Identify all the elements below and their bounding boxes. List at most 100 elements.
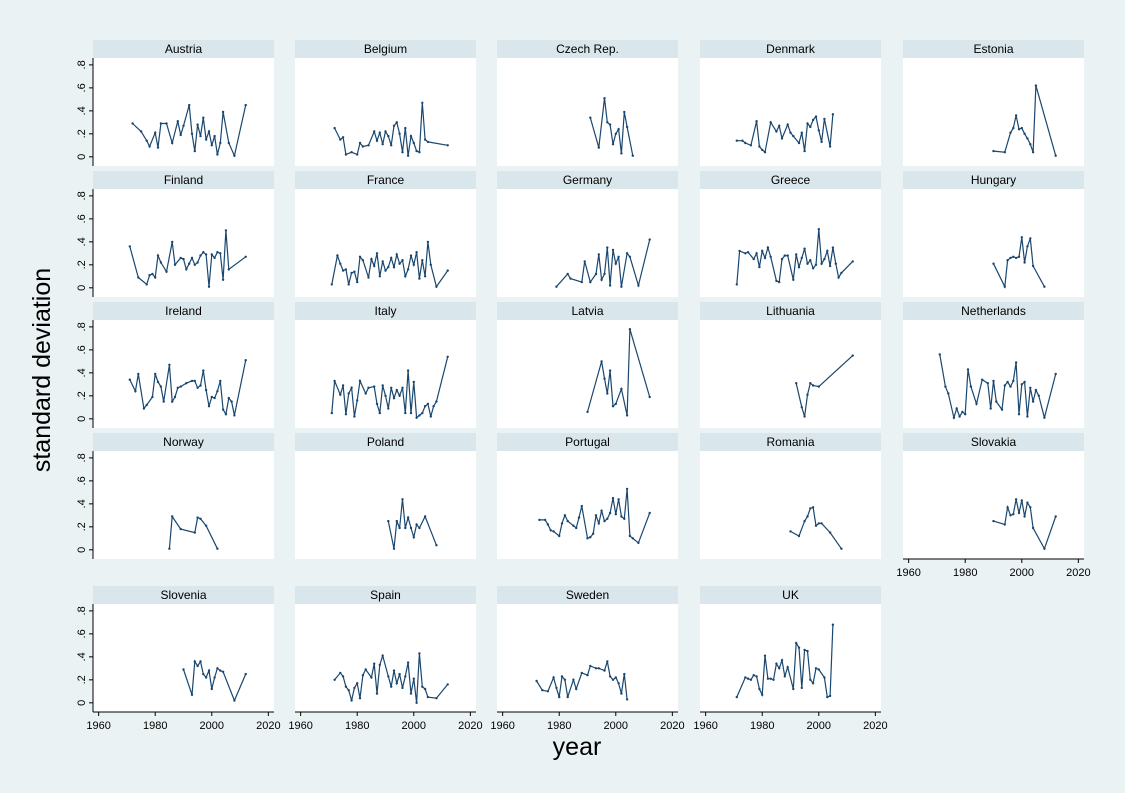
data-point [390,144,393,147]
panel-latvia: Latvia [497,302,678,428]
data-point [772,678,775,681]
plot-area [93,451,274,559]
data-point [608,123,612,126]
data-point [766,246,770,249]
data-point [330,283,333,286]
data-point [387,675,390,678]
data-point [752,674,755,677]
data-point [778,667,781,670]
data-point [224,413,228,416]
data-point [210,687,213,691]
data-point [404,275,407,278]
plot-area [93,320,274,428]
data-point [780,137,784,140]
data-point [432,405,435,408]
x-tick-label: 1960 [288,720,312,732]
data-point [423,138,427,141]
data-point [758,145,761,148]
data-point [614,513,617,516]
data-point [188,103,191,107]
panel-germany: Germany [497,171,678,297]
data-point [196,123,199,126]
data-point [594,272,598,276]
panel-portugal: Portugal [497,433,678,559]
data-point [145,139,148,142]
data-point [165,270,168,273]
data-point [783,675,786,678]
data-point [381,143,384,146]
y-tick-label: .4 [76,652,88,661]
data-point [763,151,767,154]
data-point [230,400,233,403]
data-point [381,384,384,387]
data-point [800,406,803,409]
data-point [168,363,171,366]
data-point [966,368,970,371]
data-point [199,660,202,663]
data-point [387,519,390,523]
data-point [1012,379,1015,383]
data-point [190,379,194,383]
data-point [1054,515,1057,518]
data-point [755,252,758,255]
data-point [182,257,185,261]
data-point [620,152,623,155]
panel-strip [700,40,881,58]
data-point [398,132,401,135]
data-point [1017,413,1021,416]
data-point [179,385,182,388]
data-point [412,380,415,384]
plot-area [93,58,274,166]
panel-strip [93,302,274,320]
data-point [1009,256,1012,260]
data-point [580,280,583,284]
y-tick-label: .6 [76,629,88,638]
data-point [412,536,415,539]
data-point [580,504,583,508]
data-point [831,113,835,116]
data-point [154,372,157,376]
data-point [151,395,154,399]
data-point [384,394,387,397]
data-point [603,669,606,672]
data-point [151,272,154,276]
y-tick-label: .6 [76,476,88,485]
data-point [156,380,160,384]
data-point [1031,151,1035,154]
data-point [421,685,424,688]
data-point [173,263,177,266]
panel-title: Portugal [565,435,610,449]
data-point [778,124,781,128]
data-point [637,284,640,287]
data-point [219,141,222,145]
data-point [435,544,438,547]
data-point [1029,386,1032,389]
data-point [375,139,379,142]
data-point [347,392,350,395]
data-point [763,654,767,657]
panel-sweden: Sweden 1960 1980 2000 2020 [490,586,685,732]
data-point [744,676,747,679]
data-point [572,678,575,681]
data-point [392,396,396,400]
data-point [577,516,581,519]
data-point [401,259,404,262]
data-point [406,516,410,519]
data-point [778,280,781,284]
y-tick-label: .6 [76,345,88,354]
x-tick-label: 1960 [86,720,110,732]
data-point [233,154,236,157]
data-point [952,416,956,419]
x-tick-label: 1960 [693,720,717,732]
data-point [797,265,801,269]
panel-spain: Spain 1960 1980 2000 2020 [288,586,483,732]
data-point [1003,523,1006,526]
data-point [606,660,609,663]
x-tick-label: 2020 [458,720,482,732]
data-point [755,120,758,123]
data-point [387,134,390,138]
data-point [617,682,620,685]
data-point [803,149,806,153]
panel-strip [497,433,678,451]
x-tick-label: 1980 [547,720,571,732]
